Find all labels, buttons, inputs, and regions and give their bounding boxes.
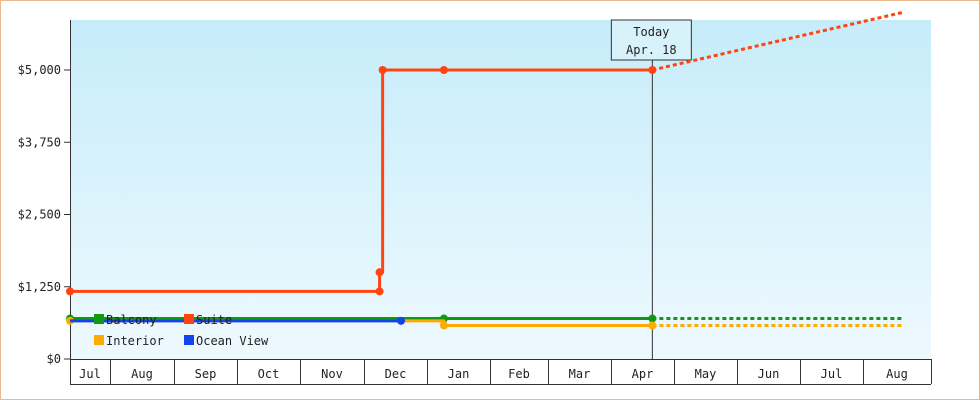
x-tick-label: Jan bbox=[448, 367, 470, 381]
x-tick-label: Oct bbox=[258, 367, 280, 381]
x-tick-label: Feb bbox=[508, 367, 530, 381]
series-suite-point bbox=[375, 268, 384, 277]
series-suite-point bbox=[439, 66, 448, 74]
x-tick-label: Sep bbox=[195, 367, 217, 381]
legend-swatch-balcony bbox=[94, 314, 104, 324]
series-suite-projection bbox=[652, 10, 905, 72]
series-interior-point bbox=[648, 321, 657, 330]
y-tick-label: $0 bbox=[47, 352, 61, 366]
x-tick-label: Aug bbox=[131, 367, 153, 381]
x-tick-label: Dec bbox=[385, 367, 407, 381]
x-tick-label: Mar bbox=[569, 367, 591, 381]
plot-background bbox=[71, 20, 931, 359]
y-tick-label: $3,750 bbox=[18, 135, 61, 149]
today-marker: Today Apr. 18 bbox=[610, 19, 692, 359]
x-tick-label: Aug bbox=[886, 367, 908, 381]
today-callout-date: Apr. 18 bbox=[626, 43, 677, 57]
legend-swatch-suite bbox=[184, 314, 194, 324]
legend-label-suite: Suite bbox=[196, 313, 232, 327]
x-tick-label: Apr bbox=[632, 367, 654, 381]
today-callout-box bbox=[610, 19, 692, 61]
series-suite-point bbox=[648, 66, 657, 74]
y-tick-label: $1,250 bbox=[18, 280, 61, 294]
legend: Balcony Suite Interior Ocean View bbox=[94, 313, 269, 348]
x-tick-label: Jul bbox=[821, 367, 843, 381]
x-tick-label: Jul bbox=[79, 367, 101, 381]
legend-swatch-ocean-view bbox=[184, 335, 194, 345]
series-layer bbox=[66, 10, 905, 330]
series-ocean-view-point bbox=[397, 316, 406, 325]
legend-label-balcony: Balcony bbox=[106, 313, 157, 327]
x-tick-label: Jun bbox=[758, 367, 780, 381]
x-tick-label: Nov bbox=[321, 367, 343, 381]
y-tick-label: $5,000 bbox=[18, 63, 61, 77]
series-balcony-point bbox=[648, 314, 657, 323]
series-suite-point bbox=[378, 66, 387, 74]
legend-swatch-interior bbox=[94, 335, 104, 345]
series-interior-point bbox=[439, 321, 448, 330]
legend-label-interior: Interior bbox=[106, 334, 164, 348]
y-axis: $0 $1,250 $2,500 $3,750 $5,000 bbox=[18, 20, 71, 384]
series-suite-point bbox=[375, 287, 384, 296]
legend-label-ocean-view: Ocean View bbox=[196, 334, 269, 348]
x-tick-label: May bbox=[695, 367, 717, 381]
today-callout-title: Today bbox=[633, 25, 669, 39]
x-axis: Jul Aug Sep Oct Nov Dec Jan Feb Mar Apr May Jun Jul A… bbox=[70, 359, 932, 385]
y-tick-label: $2,500 bbox=[18, 208, 61, 222]
series-suite-point bbox=[66, 287, 74, 296]
